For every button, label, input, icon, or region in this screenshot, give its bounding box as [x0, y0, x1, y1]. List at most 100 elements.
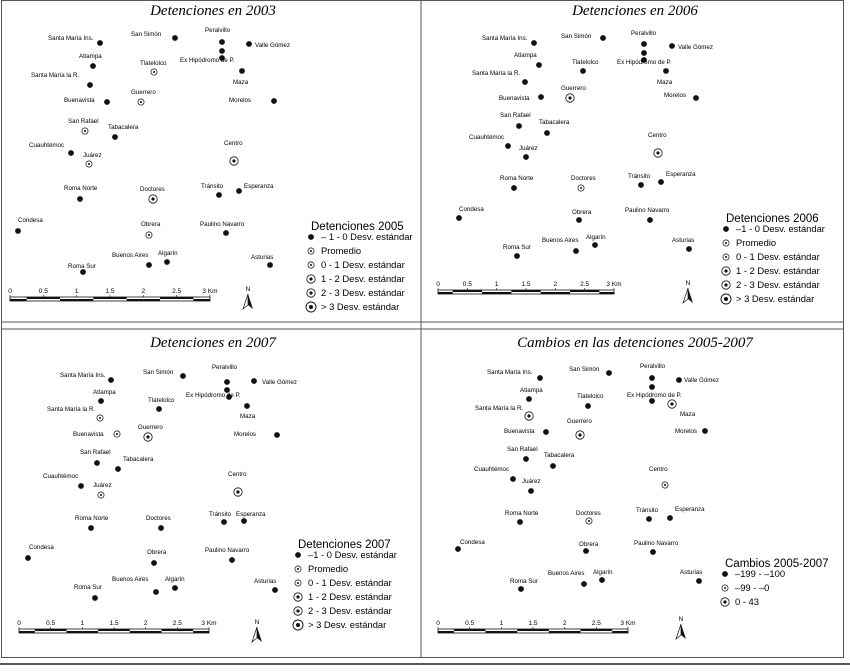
label-peralvillo: Peralvillo — [212, 364, 238, 371]
point-cuauhtemoc-marker — [510, 476, 516, 482]
label-maza: Maza — [240, 413, 256, 420]
point-transito-marker — [221, 519, 227, 525]
label-juarez: Juárez — [519, 145, 538, 152]
legend-symbol-1 — [721, 584, 729, 592]
label-guerrero: Guerrero — [138, 424, 163, 431]
label-paulino-navarro: Paulino Navarro — [634, 540, 679, 547]
point-doctores-marker — [158, 525, 164, 531]
point-maza-marker — [663, 68, 669, 74]
label-ex-hipodromo-de-p: Ex Hipódromo de P. — [627, 392, 682, 399]
scale-segment — [548, 631, 565, 633]
point-centro-marker — [229, 156, 239, 166]
legend-item-1: –99 - –0 — [735, 582, 769, 593]
point-cuauhtemoc-marker — [68, 150, 74, 156]
label-tlatelolco: Tlatelolco — [572, 59, 599, 66]
point-esperanza-marker — [241, 518, 247, 524]
scale-segment — [496, 292, 512, 294]
scale-segment — [76, 299, 94, 301]
label-doctores: Doctores — [576, 510, 601, 517]
label-buenos-aires: Buenos Aires — [542, 237, 578, 244]
label-obrera: Obrera — [579, 541, 599, 548]
legend-item-2: 0 - 43 — [735, 596, 759, 607]
map-2006: Detenciones en 2006 Santa María Ins. San … — [436, 3, 825, 305]
point-san-simon-marker — [600, 35, 606, 41]
label-guerrero: Guerrero — [131, 89, 156, 96]
label-transito: Tránsito — [201, 183, 224, 190]
point-cuauhtemoc-marker — [505, 143, 511, 149]
scale-segment — [176, 297, 194, 299]
legend-item-0: – 1 - 0 Desv. estándar — [321, 231, 413, 242]
scale-bar: 0 0.5 1 1.5 2 2.5 3 Km — [436, 620, 636, 634]
point-valle-gomez-marker — [669, 43, 675, 49]
legend-symbol-0 — [295, 552, 301, 558]
legend-symbol-4 — [306, 288, 316, 298]
point-obrera-marker — [145, 231, 153, 239]
north-label: N — [255, 619, 260, 626]
point-maza-marker — [239, 68, 245, 74]
point-atlampa-marker — [536, 62, 542, 68]
scale-segment — [540, 292, 556, 294]
point-juarez-marker — [523, 154, 529, 160]
scale-segment — [93, 297, 110, 299]
scale-tick-label: 1.5 — [521, 281, 530, 288]
label-ex-hipodromo-de-p: Ex Hipódromo de P. — [617, 59, 672, 66]
scale-segment — [82, 631, 99, 633]
north-arrow-icon — [248, 294, 253, 309]
point-tlatelolco-marker — [585, 403, 591, 409]
legend-symbol-3 — [293, 592, 303, 602]
point-algarin-marker — [599, 577, 605, 583]
neighborhood-points: Santa María Ins. San Simón Peralvillo Valle… — [25, 364, 297, 601]
map-legend: Detenciones 2006–1 - 0 Desv. estándar Pro… — [720, 213, 825, 305]
point-obrera-marker — [583, 548, 589, 554]
point-tabacalera-marker — [550, 463, 556, 469]
scale-segment — [43, 297, 60, 299]
scale-segment — [584, 290, 600, 292]
label-roma-norte: Roma Norte — [75, 515, 109, 522]
scale-segment — [126, 299, 144, 301]
legend-item-4: 2 - 3 Desv. estándar — [736, 279, 820, 290]
scale-segment — [143, 299, 160, 301]
scale-segment — [517, 629, 533, 631]
north-arrow-icon-outline — [251, 626, 258, 644]
scale-segment — [110, 297, 127, 299]
label-doctores: Doctores — [140, 186, 165, 193]
label-san-simon: San Simón — [131, 31, 162, 38]
label-san-simon: San Simón — [569, 366, 600, 373]
scale-segment — [599, 292, 614, 294]
map-panel-2006: Detenciones en 2006 Santa María Ins. San … — [422, 0, 843, 322]
neighborhood-points: Santa María Ins. San Simón Peralvillo Valle… — [456, 30, 713, 259]
point-transito-marker — [638, 182, 644, 188]
label-paulino-navarro: Paulino Navarro — [625, 207, 670, 214]
map-title: Detenciones en 2003 — [149, 3, 276, 19]
scale-segment — [19, 631, 35, 633]
label-santa-maria-ins: Santa María Ins. — [487, 369, 533, 376]
label-san-simon: San Simón — [143, 369, 174, 376]
label-buenavista: Buenavista — [499, 95, 530, 102]
scale-segment — [10, 299, 27, 301]
scale-tick-label: 3 Km — [202, 288, 217, 295]
point-tabacalera-marker — [115, 466, 121, 472]
label-transito: Tránsito — [209, 511, 232, 518]
label-san-rafael: San Rafael — [68, 118, 99, 125]
label-guerrero: Guerrero — [567, 418, 592, 425]
point-esperanza-marker — [667, 515, 673, 521]
label-atlampa: Atlampa — [79, 53, 102, 60]
scale-segment — [596, 629, 613, 631]
label-obrera: Obrera — [572, 209, 592, 216]
scale-tick-label: 0 — [436, 620, 440, 627]
label-tabacalera: Tabacalera — [123, 456, 154, 463]
north-arrow: N — [242, 286, 253, 311]
legend-item-3: 1 - 2 Desv. estándar — [308, 591, 392, 602]
point-morelos-marker — [702, 428, 708, 434]
legend-item-5: > 3 Desv. estándar — [321, 301, 399, 312]
north-label: N — [679, 616, 684, 623]
label-asturias: Asturias — [251, 254, 273, 261]
point-ex-hipodromo-de-p-marker — [641, 57, 647, 63]
point-tlatelolco-marker — [150, 68, 158, 76]
scale-segment — [555, 292, 570, 294]
legend-item-1: Promedio — [321, 245, 361, 256]
label-atlampa: Atlampa — [93, 389, 116, 396]
north-arrow-icon-outline — [242, 293, 249, 311]
label-guerrero: Guerrero — [561, 85, 586, 92]
